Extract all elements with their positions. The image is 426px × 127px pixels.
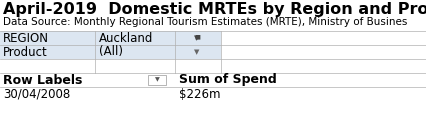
Text: Row Labels: Row Labels <box>3 74 82 86</box>
Text: April-2019  Domestic MRTEs by Region and Product: April-2019 Domestic MRTEs by Region and … <box>3 2 426 17</box>
Text: REGION: REGION <box>3 31 49 44</box>
Text: ▼: ▼ <box>194 35 200 41</box>
Text: Product: Product <box>3 45 48 59</box>
Text: ▼: ▼ <box>155 77 159 83</box>
Text: ▼: ▼ <box>194 49 200 55</box>
Bar <box>148 75 166 85</box>
Text: 30/04/2008: 30/04/2008 <box>3 88 70 100</box>
Text: $226m: $226m <box>179 88 221 100</box>
Text: (All): (All) <box>99 45 123 59</box>
Bar <box>0 31 221 45</box>
Text: Auckland: Auckland <box>99 31 153 44</box>
Bar <box>0 59 221 73</box>
Text: ■: ■ <box>194 35 200 39</box>
Text: Data Source: Monthly Regional Tourism Estimates (MRTE), Ministry of Busines: Data Source: Monthly Regional Tourism Es… <box>3 17 407 27</box>
Text: Sum of Spend: Sum of Spend <box>179 74 277 86</box>
Bar <box>0 45 221 59</box>
